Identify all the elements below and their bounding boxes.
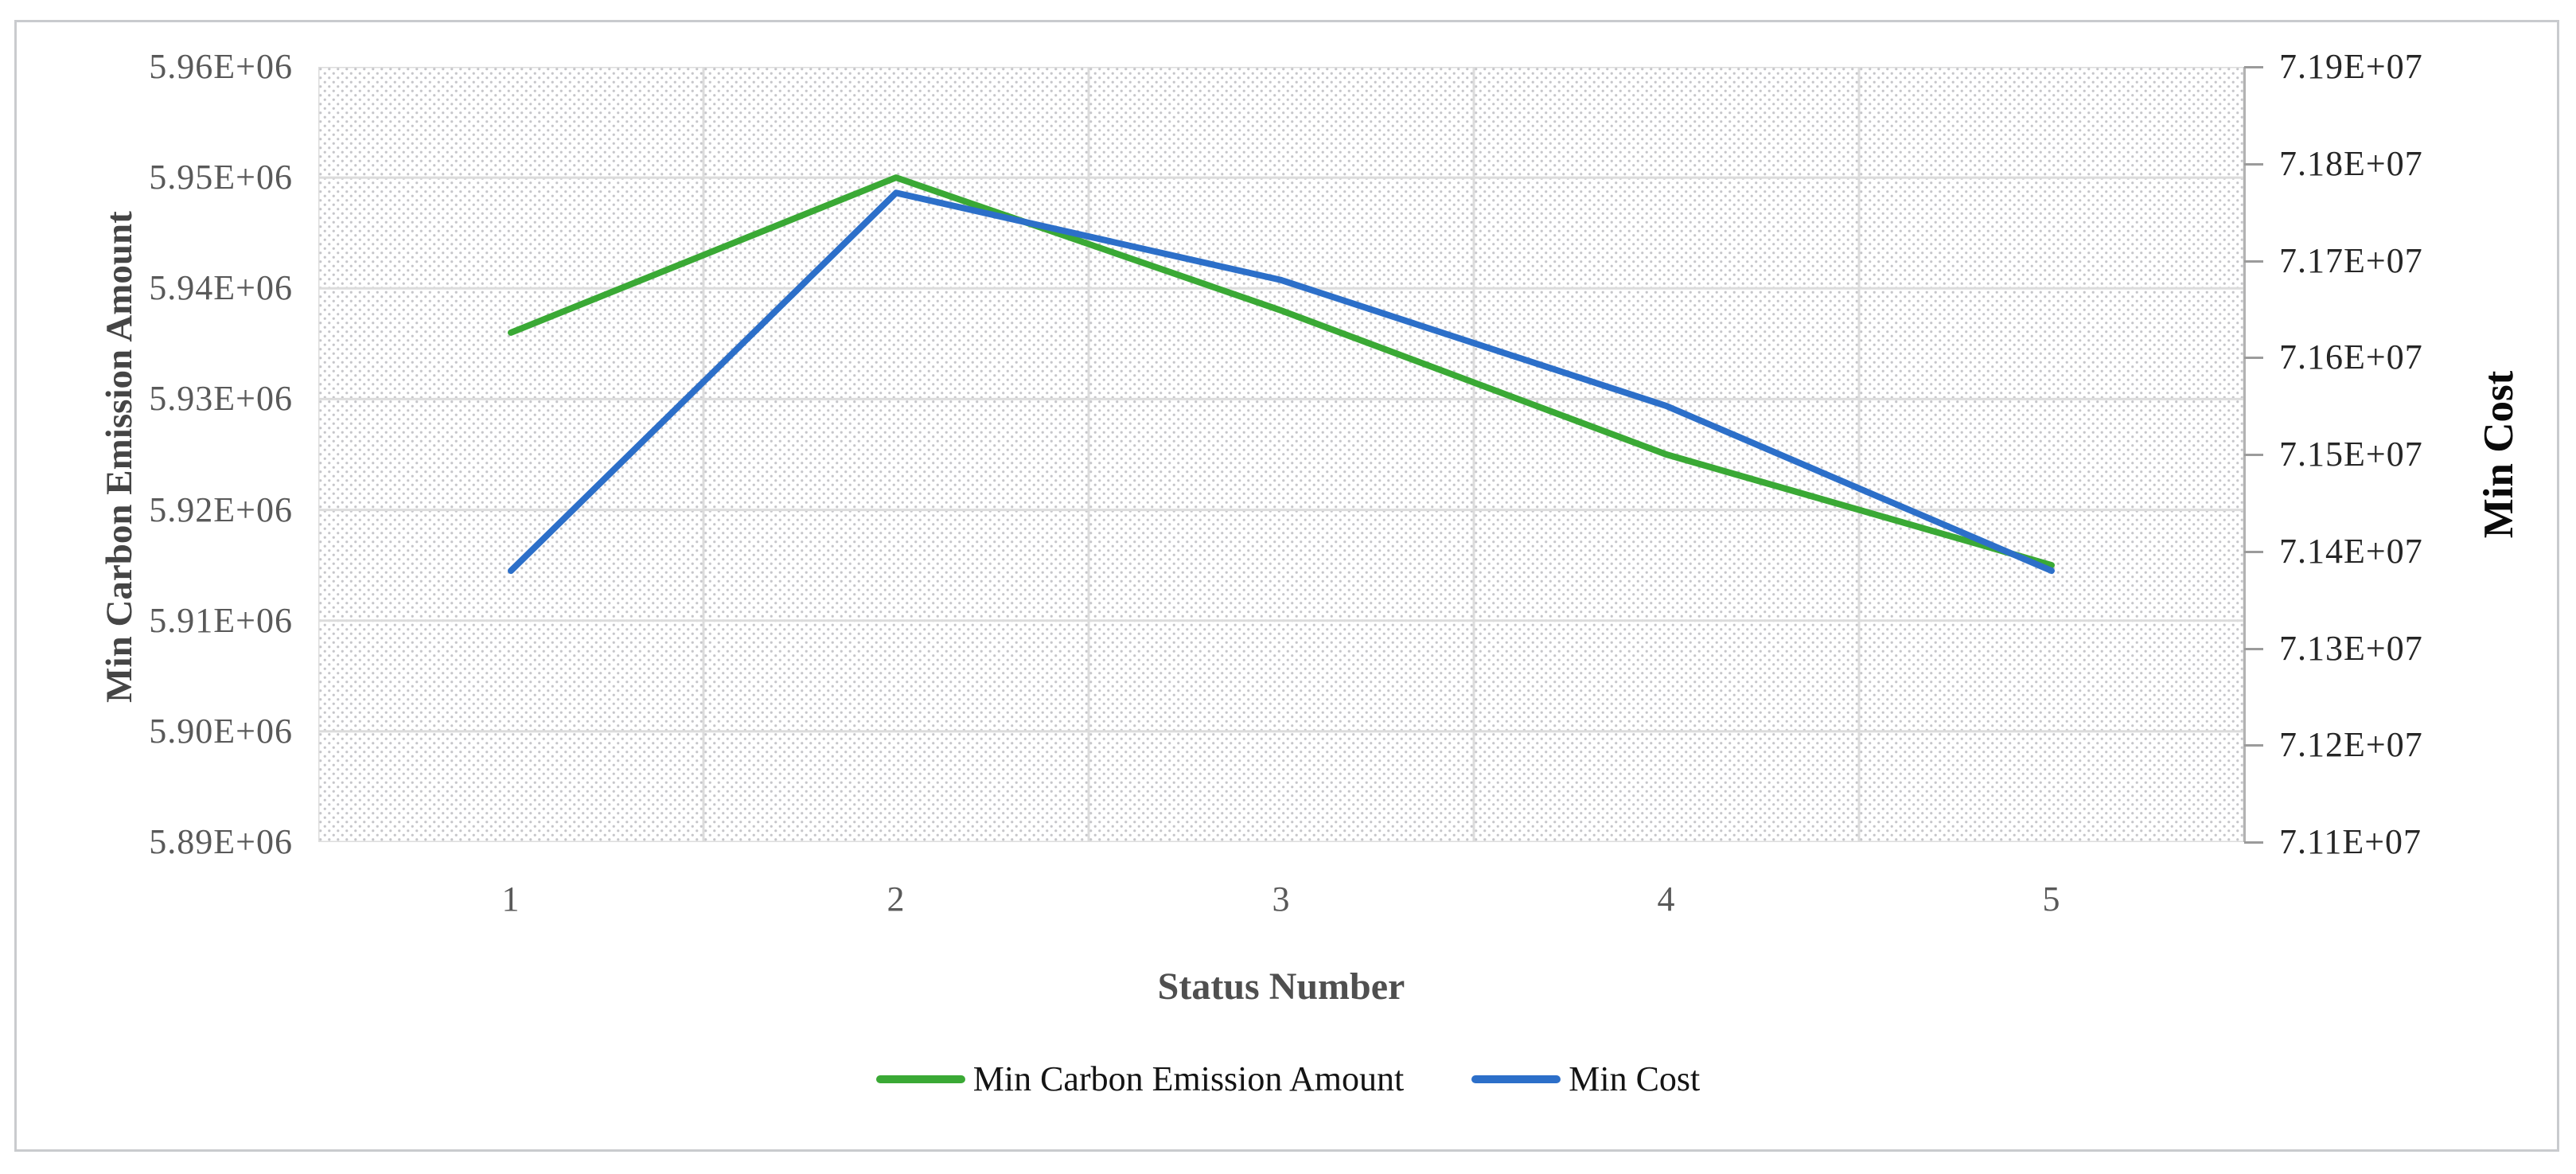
legend-item-min-cost: Min Cost [1471, 1059, 1700, 1099]
right-axis-tick-label: 7.13E+07 [2279, 628, 2423, 668]
left-axis-tick-label: 5.94E+06 [149, 268, 293, 308]
right-axis-tick-label: 7.19E+07 [2279, 47, 2423, 86]
left-axis-tick-label: 5.96E+06 [149, 47, 293, 86]
left-axis-tick-label: 5.93E+06 [149, 379, 293, 419]
vertical-gridlines [318, 67, 2244, 842]
line-chart [318, 67, 2244, 842]
x-axis-tick-label: 2 [887, 880, 906, 919]
x-axis-tick-label: 4 [1657, 880, 1676, 919]
plot-hatch-texture [318, 67, 2244, 842]
legend-swatch-green-line [875, 1075, 965, 1083]
right-axis-tick-mark [2244, 162, 2263, 166]
legend: Min Carbon Emission Amount Min Cost [0, 1059, 2576, 1099]
x-axis-tick-label: 3 [1272, 880, 1291, 919]
left-axis-tick-label: 5.90E+06 [149, 711, 293, 751]
legend-swatch-blue-line [1471, 1075, 1561, 1083]
right-axis-tick-mark [2244, 744, 2263, 747]
right-axis-tick-label: 7.18E+07 [2279, 143, 2423, 183]
right-axis-tick-label: 7.15E+07 [2279, 435, 2423, 474]
right-axis-tick-label: 7.11E+07 [2279, 822, 2422, 861]
right-axis-tick-mark [2244, 550, 2263, 553]
right-axis-tick-mark [2244, 66, 2263, 68]
plot-area [318, 67, 2244, 842]
right-axis-tick-mark [2244, 647, 2263, 650]
x-axis-title: Status Number [1157, 965, 1405, 1008]
legend-item-min-carbon-emission: Min Carbon Emission Amount [875, 1059, 1405, 1099]
left-axis-tick-label: 5.91E+06 [149, 600, 293, 640]
right-axis-tick-mark [2244, 357, 2263, 360]
right-axis-tick-mark [2244, 454, 2263, 456]
x-axis-tick-label: 1 [501, 880, 520, 919]
right-axis-tick-mark [2244, 259, 2263, 263]
legend-label: Min Cost [1569, 1059, 1701, 1098]
series-line-min-carbon-emission [508, 174, 2055, 569]
right-axis-tick-label: 7.17E+07 [2279, 240, 2423, 280]
left-axis-tick-label: 5.89E+06 [149, 822, 293, 861]
x-axis-tick-label: 5 [2042, 880, 2061, 919]
series-line-min-cost [508, 189, 2055, 575]
left-axis-tick-label: 5.92E+06 [149, 489, 293, 529]
right-axis-tick-label: 7.16E+07 [2279, 337, 2423, 377]
right-axis-tick-label: 7.12E+07 [2279, 725, 2423, 765]
left-axis-tick-label: 5.95E+06 [149, 158, 293, 197]
legend-label: Min Carbon Emission Amount [972, 1059, 1405, 1098]
right-axis-tick-mark [2244, 841, 2263, 844]
left-axis-title: Min Carbon Emission Amount [99, 211, 140, 703]
right-axis-tick-label: 7.14E+07 [2279, 531, 2423, 571]
horizontal-gridlines [318, 67, 2244, 842]
